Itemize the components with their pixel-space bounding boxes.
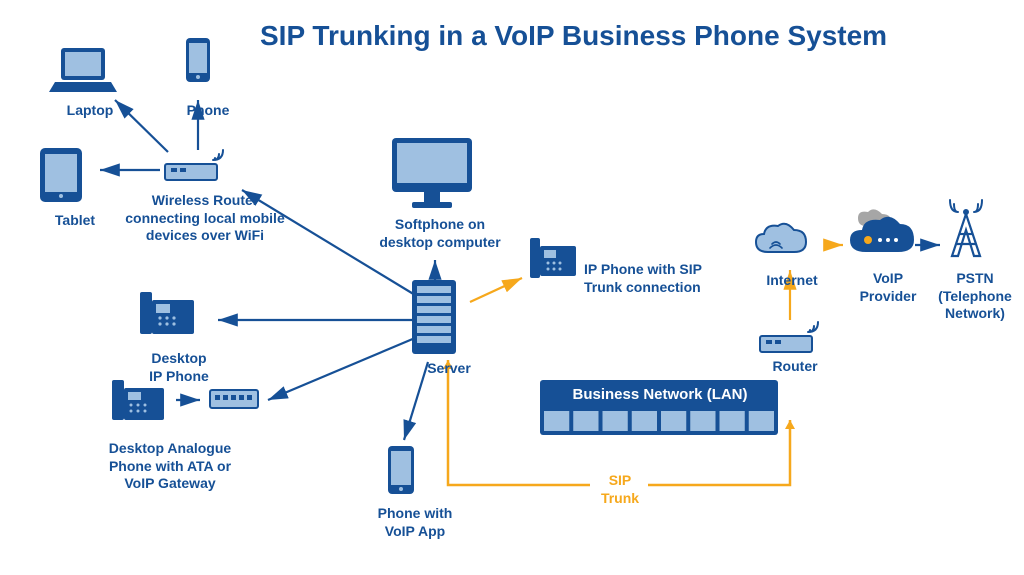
wifi-label: Wireless Router connecting local mobile … xyxy=(115,192,295,245)
desktop-ip-phone-icon xyxy=(140,292,194,334)
pstn-tower-icon xyxy=(950,200,982,256)
monitor-icon xyxy=(392,138,472,208)
router-icon xyxy=(760,322,818,352)
siptrunk-label: SIP Trunk xyxy=(590,472,650,507)
voip-app-phone-icon xyxy=(388,446,414,494)
phone-icon xyxy=(186,38,210,82)
tablet-icon xyxy=(40,148,82,202)
server-icon xyxy=(412,280,456,354)
internet-icon xyxy=(756,224,806,252)
lan-label: Business Network (LAN) xyxy=(560,386,760,403)
voipprov-label: VoIP Provider xyxy=(848,270,928,305)
server-label: Server xyxy=(414,360,484,378)
phone-label: Phone xyxy=(178,102,238,120)
page-title: SIP Trunking in a VoIP Business Phone Sy… xyxy=(260,20,887,52)
ip-phone-icon xyxy=(530,238,576,278)
laptop-label: Laptop xyxy=(60,102,120,120)
deskip-label: Desktop IP Phone xyxy=(134,350,224,385)
ata-gateway-icon xyxy=(210,390,258,408)
analogue-label: Desktop Analogue Phone with ATA or VoIP … xyxy=(85,440,255,493)
analogue-phone-icon xyxy=(112,380,164,420)
ipphone-label: IP Phone with SIP Trunk connection xyxy=(584,261,724,296)
tablet-label: Tablet xyxy=(45,212,105,230)
pstn-label: PSTN (Telephone Network) xyxy=(925,270,1024,323)
router-label: Router xyxy=(760,358,830,376)
monitor-label: Softphone on desktop computer xyxy=(370,216,510,251)
wireless-router-icon xyxy=(165,150,223,180)
laptop-icon xyxy=(49,48,117,92)
voip-provider-icon xyxy=(850,209,914,252)
voipapp-label: Phone with VoIP App xyxy=(365,505,465,540)
internet-label: Internet xyxy=(752,272,832,290)
